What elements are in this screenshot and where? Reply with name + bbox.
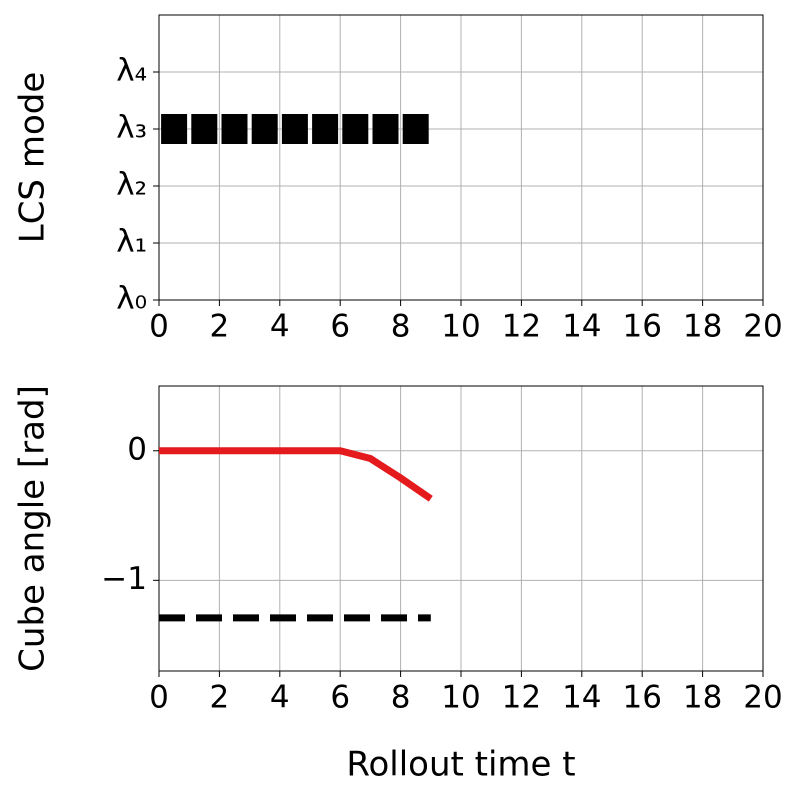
- y-tick-label: 0: [127, 431, 147, 467]
- marker: [402, 114, 429, 144]
- y-axis-label: LCS mode: [13, 72, 53, 244]
- series-line: [159, 447, 433, 502]
- y-tick-label: −1: [101, 561, 147, 597]
- marker: [342, 114, 369, 144]
- x-tick-label: 14: [562, 309, 601, 345]
- marker: [191, 114, 218, 144]
- marker: [251, 114, 278, 144]
- x-tick-label: 4: [270, 680, 290, 716]
- x-tick-label: 18: [683, 680, 722, 716]
- x-tick-label: 6: [330, 680, 350, 716]
- x-tick-label: 12: [502, 680, 541, 716]
- y-tick-label: λ₂: [116, 167, 147, 203]
- marker: [281, 114, 308, 144]
- x-tick-label: 2: [210, 309, 230, 345]
- x-tick-label: 16: [622, 309, 661, 345]
- y-tick-label: λ₀: [116, 281, 147, 317]
- y-tick-label: λ₄: [116, 53, 147, 89]
- marker: [221, 114, 248, 144]
- plot-frame: [158, 385, 764, 672]
- x-tick-label: 18: [683, 309, 722, 345]
- x-tick-label: 0: [149, 680, 169, 716]
- x-tick-label: 12: [502, 309, 541, 345]
- x-tick-label: 20: [743, 680, 782, 716]
- x-tick-label: 8: [391, 309, 411, 345]
- x-tick-label: 10: [441, 680, 480, 716]
- x-tick-label: 2: [210, 680, 230, 716]
- marker: [372, 114, 399, 144]
- y-tick-label: λ₁: [116, 224, 147, 260]
- marker: [161, 114, 188, 144]
- x-tick-label: 6: [330, 309, 350, 345]
- x-tick-label: 14: [562, 680, 601, 716]
- y-tick-label: λ₃: [116, 110, 147, 146]
- x-axis-label: Rollout time t: [346, 745, 575, 785]
- x-tick-label: 4: [270, 309, 290, 345]
- x-tick-label: 10: [441, 309, 480, 345]
- y-axis-label: Cube angle [rad]: [13, 385, 53, 672]
- x-tick-label: 16: [622, 680, 661, 716]
- marker: [312, 114, 339, 144]
- x-tick-label: 0: [149, 309, 169, 345]
- x-tick-label: 20: [743, 309, 782, 345]
- plot-frame: [158, 14, 764, 301]
- x-tick-label: 8: [391, 680, 411, 716]
